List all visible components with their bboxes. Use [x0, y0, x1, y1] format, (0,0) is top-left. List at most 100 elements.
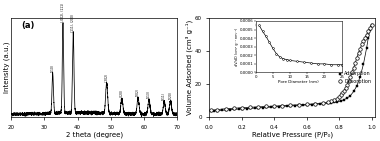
Legend: Adsorption, Desorption: Adsorption, Desorption: [336, 70, 372, 85]
Desorption: [248, 106, 252, 108]
Text: (202): (202): [136, 88, 140, 96]
Adsorption: [332, 102, 337, 103]
Desorption: [356, 52, 361, 53]
Desorption: [355, 57, 359, 59]
Desorption: [209, 110, 213, 111]
Desorption: [223, 108, 228, 110]
Adsorption: [312, 103, 317, 105]
Adsorption: [293, 105, 298, 106]
Adsorption: [209, 110, 213, 112]
Desorption: [325, 101, 330, 103]
Line: Desorption: Desorption: [209, 23, 373, 112]
Desorption: [231, 107, 236, 109]
Adsorption: [252, 107, 257, 109]
Adsorption: [269, 106, 273, 108]
Adsorption: [285, 105, 290, 107]
Desorption: [280, 105, 285, 106]
Text: (a): (a): [21, 21, 35, 30]
Desorption: [337, 96, 341, 98]
Desorption: [347, 80, 351, 81]
Adsorption: [364, 47, 369, 49]
Adsorption: [296, 104, 301, 106]
Desorption: [272, 105, 277, 107]
Desorption: [304, 103, 309, 105]
Adsorption: [248, 107, 252, 109]
Text: (-002), (111): (-002), (111): [61, 3, 65, 22]
Adsorption: [345, 97, 350, 99]
Adsorption: [236, 108, 241, 110]
Adsorption: [272, 106, 277, 108]
Desorption: [366, 30, 370, 32]
Text: (110): (110): [51, 64, 55, 72]
Desorption: [345, 84, 350, 86]
Adsorption: [369, 24, 374, 25]
Desorption: [335, 98, 340, 100]
Adsorption: [304, 104, 309, 106]
Y-axis label: Volume Adsorbed (cm³ g⁻¹): Volume Adsorbed (cm³ g⁻¹): [186, 20, 193, 115]
Desorption: [329, 101, 333, 102]
Text: (b): (b): [254, 21, 268, 30]
Adsorption: [256, 107, 260, 109]
Desorption: [339, 94, 343, 96]
Adsorption: [277, 106, 281, 107]
Adsorption: [342, 99, 346, 101]
Desorption: [264, 106, 268, 107]
Line: Adsorption: Adsorption: [210, 23, 373, 113]
Desorption: [364, 34, 369, 35]
Desorption: [367, 27, 372, 29]
Desorption: [363, 37, 367, 39]
Adsorption: [317, 103, 322, 105]
Adsorption: [348, 95, 353, 96]
Adsorption: [321, 103, 325, 104]
Adsorption: [301, 104, 306, 106]
Adsorption: [352, 91, 356, 92]
Adsorption: [309, 104, 314, 105]
Y-axis label: Intensity (a.u.): Intensity (a.u.): [3, 42, 10, 93]
Desorption: [342, 90, 346, 92]
Desorption: [215, 109, 220, 110]
Desorption: [348, 76, 353, 77]
Adsorption: [212, 110, 217, 112]
Text: (111), (200): (111), (200): [71, 14, 75, 32]
Desorption: [239, 107, 244, 109]
Adsorption: [264, 106, 268, 108]
Adsorption: [280, 105, 285, 107]
Desorption: [352, 67, 356, 68]
Desorption: [369, 24, 374, 25]
X-axis label: 2 theta (degree): 2 theta (degree): [65, 131, 123, 137]
Adsorption: [288, 105, 293, 107]
Adsorption: [339, 100, 343, 102]
Adsorption: [223, 109, 228, 111]
Adsorption: [366, 37, 370, 39]
Text: (311): (311): [162, 92, 166, 100]
Desorption: [340, 92, 345, 94]
Desorption: [296, 104, 301, 106]
Desorption: [359, 44, 364, 45]
Adsorption: [215, 110, 220, 111]
X-axis label: Relative Pressure (P/P₀): Relative Pressure (P/P₀): [252, 131, 332, 137]
Desorption: [361, 40, 366, 42]
Adsorption: [361, 63, 366, 65]
Adsorption: [220, 109, 225, 111]
Text: (020): (020): [120, 89, 124, 97]
Desorption: [312, 103, 317, 105]
Adsorption: [335, 101, 340, 103]
Adsorption: [261, 107, 265, 108]
Adsorption: [325, 103, 330, 104]
Text: (220): (220): [168, 91, 173, 99]
Desorption: [288, 104, 293, 106]
Adsorption: [228, 109, 233, 110]
Desorption: [343, 87, 348, 89]
Adsorption: [244, 108, 249, 109]
Desorption: [321, 102, 325, 104]
Adsorption: [329, 102, 333, 104]
Desorption: [332, 99, 337, 101]
Adsorption: [239, 108, 244, 110]
Text: (-202): (-202): [105, 73, 109, 82]
Desorption: [358, 48, 363, 49]
Desorption: [350, 72, 355, 73]
Desorption: [256, 106, 260, 108]
Text: (113): (113): [147, 90, 151, 98]
Adsorption: [358, 76, 363, 77]
Adsorption: [367, 29, 372, 30]
